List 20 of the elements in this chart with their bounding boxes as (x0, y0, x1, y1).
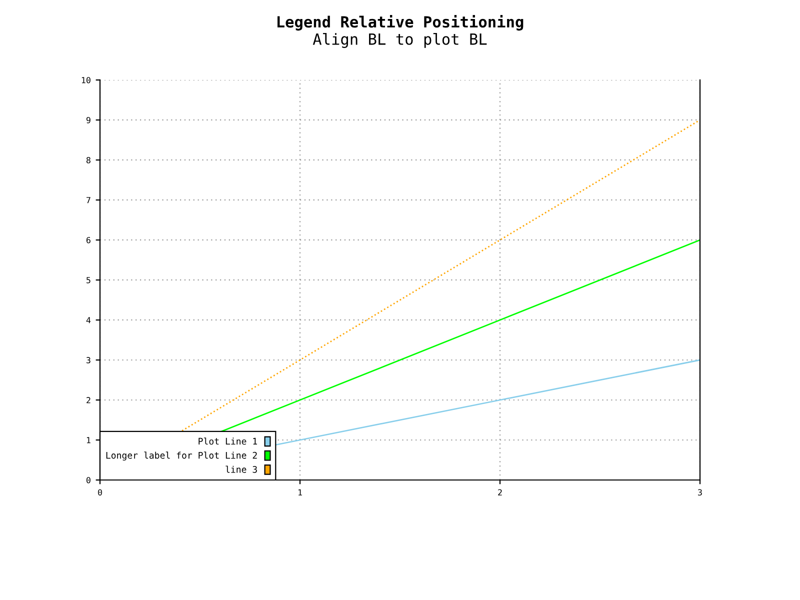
y-tick-label: 9 (86, 116, 90, 124)
y-tick-label: 7 (86, 197, 90, 204)
chart-title: Legend Relative Positioning (278, 14, 524, 31)
y-tick-label: 1 (86, 437, 90, 444)
legend-label: Plot Line 1 (198, 438, 257, 445)
legend-label: Longer label for Plot Line 2 (106, 452, 257, 461)
y-tick-label: 2 (86, 397, 90, 404)
x-tick-label: 1 (298, 489, 302, 496)
y-tick-label: 6 (86, 236, 90, 244)
y-tick-label: 10 (82, 76, 90, 84)
y-tick-label: 4 (86, 317, 91, 324)
y-tick-label: 8 (86, 156, 90, 164)
chart-subtitle: Align BL to plot BL (312, 33, 487, 48)
x-tick-label: 2 (498, 489, 502, 496)
y-tick-label: 5 (86, 277, 90, 284)
legend-label: line 3 (226, 466, 257, 473)
y-tick-label: 0 (86, 477, 90, 484)
x-tick-label: 0 (98, 489, 102, 496)
y-tick-label: 3 (86, 356, 90, 364)
x-tick-label: 3 (698, 489, 702, 496)
